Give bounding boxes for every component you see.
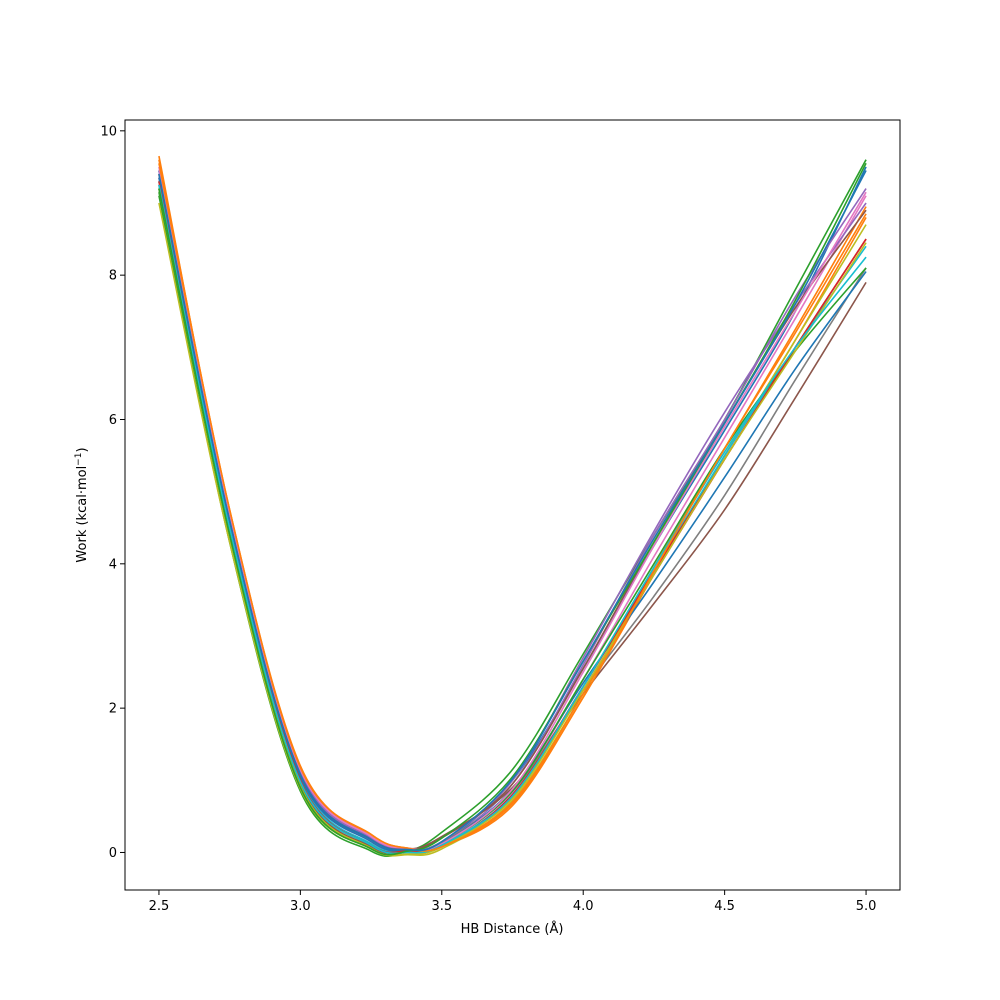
series-line-20 [158, 163, 867, 852]
y-axis: 0 2 4 6 8 10 [100, 124, 125, 861]
series-line-22 [158, 170, 867, 852]
x-tick-label: 5.0 [856, 899, 877, 914]
series-line-17 [158, 166, 867, 851]
series-layer [158, 155, 867, 858]
x-tick-label: 3.0 [290, 899, 311, 914]
y-tick-label: 10 [100, 124, 117, 139]
x-tick-label: 4.5 [714, 899, 735, 914]
y-axis-label-close: ) [75, 447, 90, 452]
y-tick-label: 2 [109, 702, 117, 717]
y-tick-label: 6 [109, 413, 117, 428]
y-tick-label: 8 [109, 269, 117, 284]
y-tick-label: 0 [109, 846, 117, 861]
series-line-19 [158, 184, 867, 855]
plot-frame [124, 119, 901, 891]
y-axis-label-exponent: −1 [74, 453, 84, 466]
x-axis: 2.5 3.0 3.5 4.0 4.5 5.0 [149, 890, 877, 914]
x-tick-label: 3.5 [431, 899, 452, 914]
y-tick-label: 4 [109, 557, 117, 572]
x-tick-label: 4.0 [573, 899, 594, 914]
x-tick-label: 2.5 [149, 899, 170, 914]
y-axis-label: Work (kcal·mol−1) [74, 447, 90, 562]
y-axis-label-main: Work (kcal·mol [75, 466, 90, 563]
x-axis-label: HB Distance (Å) [461, 921, 564, 937]
